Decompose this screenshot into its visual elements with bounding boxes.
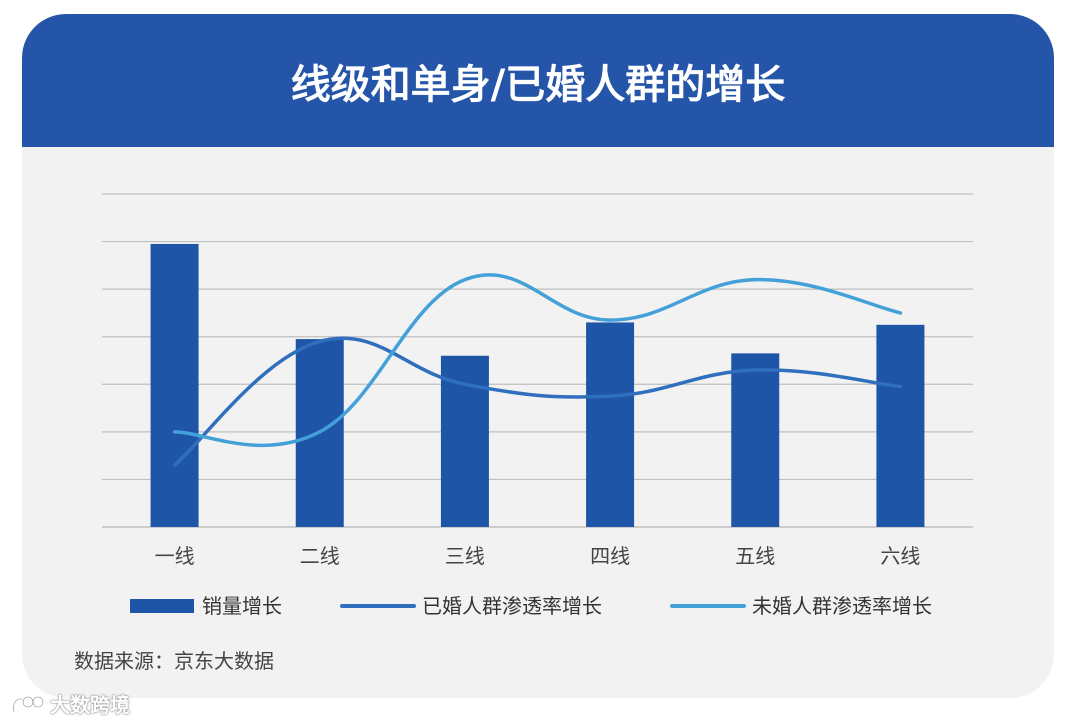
- legend-label: 未婚人群渗透率增长: [752, 594, 932, 618]
- bar-1: [150, 243, 199, 527]
- series-line-2: [172, 273, 903, 448]
- x-tick-label: 三线: [445, 544, 485, 568]
- x-tick-label: 二线: [300, 544, 340, 568]
- legend-label: 销量增长: [202, 594, 282, 618]
- x-tick-label: 一线: [155, 544, 195, 568]
- bar-5: [731, 353, 780, 527]
- x-tick-label: 四线: [590, 544, 630, 568]
- watermark-text: 大数跨境: [50, 693, 130, 717]
- watermark-logo-icon: [12, 695, 44, 713]
- chart-title: 线级和单身/已婚人群的增长: [290, 62, 786, 108]
- legend-label: 已婚人群渗透率增长: [422, 594, 602, 618]
- bar-6: [876, 324, 925, 527]
- legend-swatch-bar: [130, 599, 194, 613]
- series-line-1: [172, 336, 903, 467]
- chart-header: [22, 14, 1054, 147]
- x-tick-label: 五线: [735, 544, 775, 568]
- watermark: 大数跨境: [10, 690, 130, 720]
- bar-4: [586, 322, 635, 527]
- x-tick-label: 六线: [880, 544, 920, 568]
- data-source: 数据来源：京东大数据: [74, 649, 274, 673]
